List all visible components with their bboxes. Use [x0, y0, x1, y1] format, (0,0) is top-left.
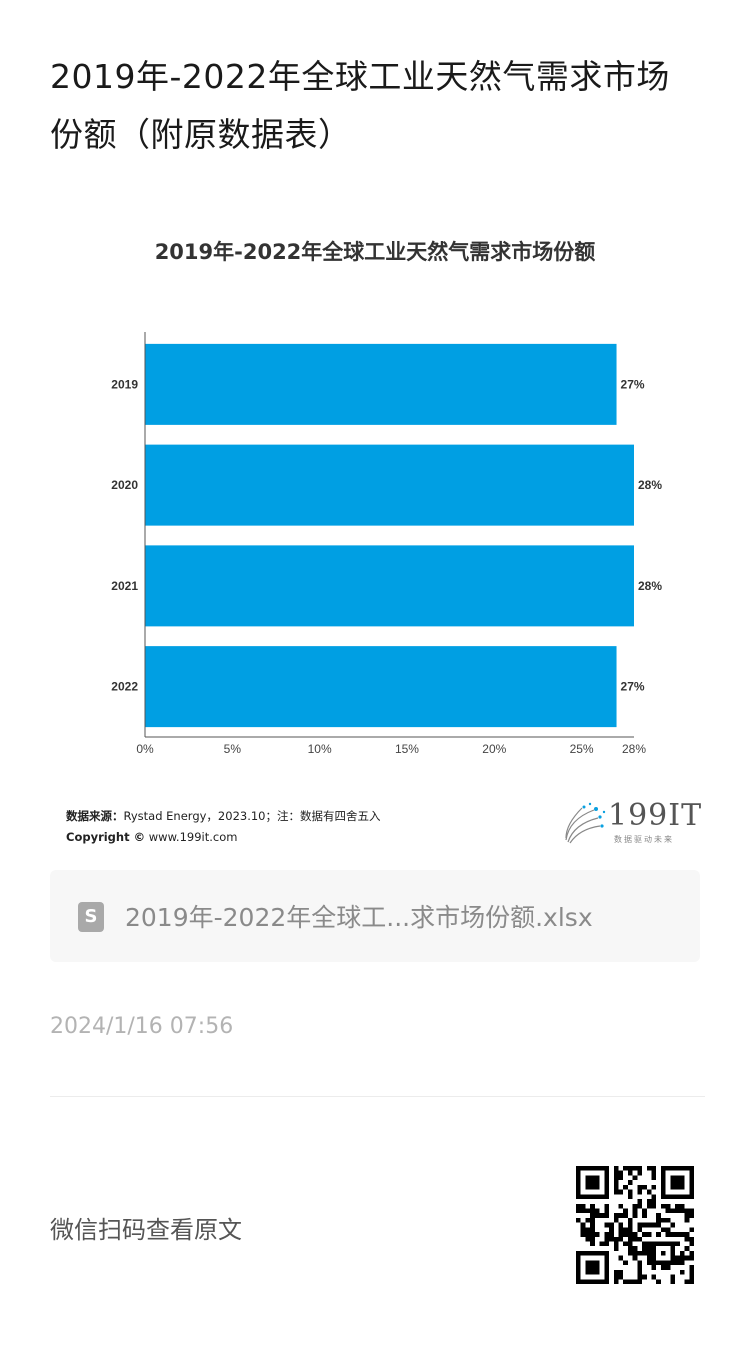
- data-label-2019: 27%: [621, 377, 645, 391]
- x-tick-label-15: 15%: [395, 742, 419, 756]
- bar-2020: [145, 444, 634, 526]
- logo-text: 199IT: [608, 798, 703, 833]
- x-tick-label-25: 25%: [570, 742, 594, 756]
- chart-title: 2019年-2022年全球工业天然气需求市场份额: [154, 240, 596, 264]
- bar-2019: [145, 343, 617, 425]
- page-title: 2019年-2022年全球工业天然气需求市场份额（附原数据表）: [50, 57, 670, 154]
- logo-subtext: 数据驱动未来: [614, 835, 674, 844]
- spreadsheet-icon: S: [78, 902, 104, 932]
- x-tick-label-10: 10%: [308, 742, 332, 756]
- file-attachment[interactable]: S 2019年-2022年全球工...求市场份额.xlsx: [50, 870, 700, 962]
- bar-chart: 2019 27% 2020 28% 2021 28% 2022 27% 0% 5% 10% 15% 20…: [111, 332, 662, 756]
- y-tick-label-2020: 2020: [111, 478, 138, 492]
- source-label: 数据来源：: [66, 809, 124, 823]
- y-tick-label-2019: 2019: [111, 377, 138, 391]
- x-tick-label-0: 0%: [136, 742, 154, 756]
- x-tick-label-28: 28%: [622, 742, 646, 756]
- copyright-text: www.199it.com: [145, 830, 238, 844]
- source-text: Rystad Energy，2023.10；注：数据有四舍五入: [123, 809, 381, 823]
- file-name: 2019年-2022年全球工...求市场份额.xlsx: [125, 903, 593, 932]
- bar-2021: [145, 545, 634, 627]
- bar-2022: [145, 646, 617, 728]
- copyright-label: Copyright ©: [66, 830, 146, 844]
- logo-199it: 199IT 数据驱动未来: [560, 798, 703, 848]
- qr-code-icon[interactable]: [575, 1166, 695, 1284]
- logo-emblem-icon: [565, 802, 606, 844]
- y-tick-label-2021: 2021: [111, 579, 138, 593]
- data-label-2021: 28%: [638, 579, 662, 593]
- divider: [50, 1096, 705, 1097]
- data-label-2020: 28%: [638, 478, 662, 492]
- x-tick-label-20: 20%: [482, 742, 506, 756]
- wechat-scan-label: 微信扫码查看原文: [50, 1216, 242, 1244]
- x-tick-label-5: 5%: [224, 742, 242, 756]
- y-tick-label-2022: 2022: [111, 680, 138, 694]
- timestamp: 2024/1/16 07:56: [50, 1014, 234, 1039]
- source-note: 数据来源：Rystad Energy，2023.10；注：数据有四舍五入 Cop…: [66, 806, 381, 848]
- data-label-2022: 27%: [621, 680, 645, 694]
